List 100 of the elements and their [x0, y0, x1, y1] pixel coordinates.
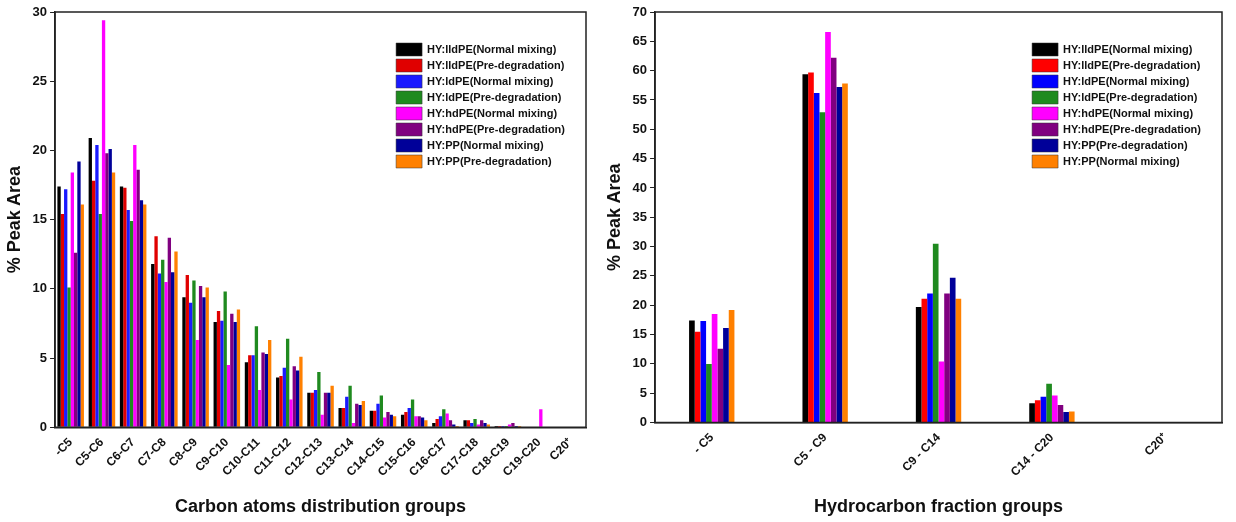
bar	[400, 414, 405, 427]
y-tick-label: 40	[632, 179, 648, 195]
bar	[424, 420, 428, 427]
bar	[932, 243, 939, 423]
bar	[295, 370, 300, 427]
y-tick-label: 25	[32, 72, 48, 88]
bar	[133, 144, 137, 427]
y-tick-label: 65	[632, 32, 648, 48]
bar	[285, 338, 290, 427]
bar	[230, 313, 234, 427]
bar	[60, 214, 65, 427]
bar	[466, 420, 471, 427]
y-tick-label: 60	[632, 62, 648, 78]
x-axis-title: Hydrocarbon fraction groups	[814, 496, 1064, 517]
y-tick-label: 50	[632, 120, 648, 136]
bar	[216, 310, 221, 427]
y-tick-label: 20	[632, 296, 648, 312]
bar	[143, 204, 147, 427]
bar	[1034, 400, 1041, 423]
bar	[915, 307, 922, 423]
bar	[299, 356, 303, 427]
bar	[108, 149, 112, 427]
bar	[188, 302, 193, 427]
legend-label: HY:hdPE(Normal mixing)	[1063, 107, 1194, 120]
bar	[836, 87, 843, 423]
bar	[445, 413, 449, 427]
bar	[1046, 383, 1052, 423]
bar	[808, 72, 814, 423]
y-tick-label: 10	[632, 355, 648, 371]
bar	[361, 400, 366, 427]
bar	[435, 418, 439, 427]
bar	[136, 169, 140, 427]
y-axis-title: % Peak Area	[603, 162, 624, 271]
bar	[348, 385, 352, 427]
legend-label: HY:lldPE(Normal mixing)	[1063, 43, 1193, 56]
bar	[379, 395, 383, 427]
bar	[327, 392, 331, 427]
bar	[448, 420, 453, 427]
bar	[825, 31, 831, 423]
y-tick-label: 20	[32, 142, 48, 157]
bar	[338, 407, 342, 427]
y-tick-label: 5	[639, 384, 648, 400]
bar	[77, 161, 81, 427]
bar	[438, 416, 443, 427]
bar	[95, 144, 99, 427]
bar	[192, 280, 196, 427]
x-tick-label: C14 - C20	[1007, 429, 1057, 479]
bar	[330, 385, 334, 427]
bar	[289, 399, 293, 427]
bar	[91, 180, 96, 427]
bar	[410, 399, 415, 427]
bar	[476, 424, 481, 427]
bar	[706, 363, 712, 423]
bar	[220, 320, 224, 427]
bar	[70, 172, 74, 427]
bar	[223, 291, 227, 427]
bar	[392, 416, 397, 427]
bar	[442, 409, 446, 427]
legend-label: HY:ldPE(Normal mixing)	[427, 75, 554, 88]
legend-label: HY:hdPE(Pre-degradation)	[1063, 123, 1202, 136]
y-axis-title: % Peak Area	[3, 164, 24, 274]
bar	[171, 272, 175, 427]
bar	[80, 204, 84, 427]
y-tick-label: 45	[632, 150, 648, 166]
bar	[949, 277, 956, 423]
legend-label: HY:lldPE(Pre-degradation)	[1063, 59, 1201, 72]
bar	[382, 417, 387, 427]
bar	[195, 340, 199, 427]
bar	[111, 172, 116, 427]
bar	[88, 137, 92, 427]
bar	[164, 281, 168, 427]
bar	[67, 287, 71, 427]
y-tick-label: 55	[632, 91, 648, 107]
x-tick-label: - C5	[690, 429, 717, 457]
x-tick-label: C5 - C9	[790, 429, 830, 470]
legend-label: HY:hdPE(Pre-degradation)	[427, 123, 566, 136]
y-tick-label: 25	[632, 267, 648, 283]
bar	[463, 420, 467, 427]
legend-label: HY:PP(Normal mixing)	[427, 139, 544, 152]
bar	[157, 273, 162, 427]
y-tick-label: 30	[32, 3, 48, 19]
bar	[819, 112, 826, 423]
bar	[105, 153, 109, 427]
bar	[202, 297, 206, 427]
bar	[119, 186, 124, 427]
legend-label: HY:hdPE(Normal mixing)	[427, 107, 558, 120]
bar	[139, 200, 144, 427]
bar	[351, 423, 356, 427]
legend-label: HY:ldPE(Normal mixing)	[1063, 75, 1190, 88]
bar	[254, 326, 259, 427]
bar	[345, 396, 349, 427]
bar	[73, 252, 78, 427]
bar	[802, 74, 809, 423]
bar	[292, 366, 296, 427]
bar	[205, 287, 209, 427]
legend-label: HY:lldPE(Pre-degradation)	[427, 59, 565, 72]
bar	[182, 297, 186, 427]
bar	[244, 362, 249, 427]
bar	[161, 259, 165, 427]
bar	[317, 371, 321, 427]
